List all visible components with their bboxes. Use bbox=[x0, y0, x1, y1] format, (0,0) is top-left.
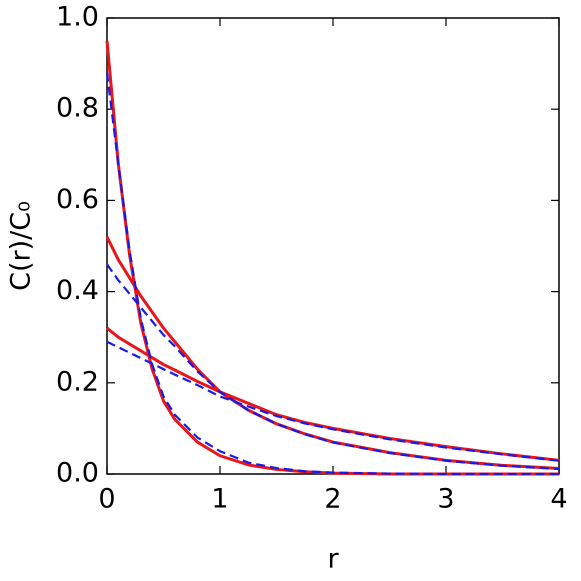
y-tick-label: 0.8 bbox=[56, 93, 99, 124]
curve bbox=[105, 236, 560, 471]
y-tick-label: 0.2 bbox=[56, 366, 99, 397]
y-axis-label: C(r)/C₀ bbox=[6, 201, 37, 291]
y-tick-label: 0.4 bbox=[56, 275, 99, 306]
x-tick-label: 0 bbox=[98, 484, 115, 515]
curve bbox=[105, 72, 559, 476]
y-tick-label: 1.0 bbox=[56, 2, 99, 33]
plot-frame bbox=[106, 17, 560, 475]
curve bbox=[105, 40, 559, 476]
y-tick-label: 0.0 bbox=[56, 458, 99, 489]
y-tick-label: 0.6 bbox=[56, 184, 99, 215]
x-tick-label: 2 bbox=[324, 484, 341, 515]
x-axis-label: r bbox=[327, 544, 339, 575]
curve bbox=[106, 326, 560, 462]
x-tick-label: 4 bbox=[550, 484, 567, 515]
x-tick-label: 1 bbox=[211, 484, 228, 515]
curve bbox=[106, 263, 560, 471]
x-tick-label: 3 bbox=[437, 484, 454, 515]
curve bbox=[106, 340, 560, 462]
